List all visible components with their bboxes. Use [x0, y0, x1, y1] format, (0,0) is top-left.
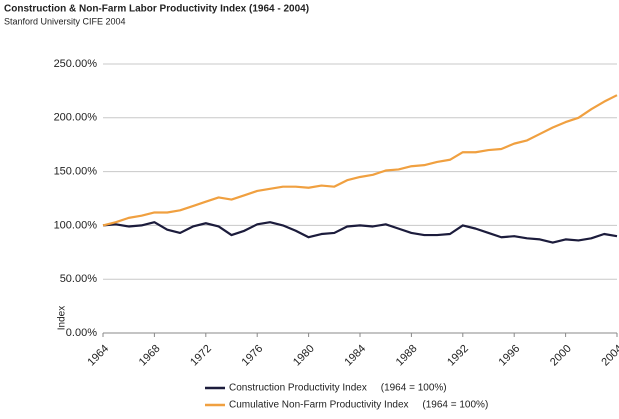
x-tick-label: 1996	[497, 343, 523, 369]
chart-subtitle: Stanford University CIFE 2004	[4, 16, 126, 26]
x-tick-label: 1968	[137, 343, 163, 369]
y-tick-label: 200.00%	[54, 112, 98, 124]
x-tick-label: 2000	[548, 343, 574, 369]
x-tick-label: 1984	[342, 343, 368, 369]
x-tick-label: 1964	[85, 343, 111, 369]
x-tick-label: 1992	[445, 343, 471, 369]
x-tick-label: 1972	[188, 343, 214, 369]
x-tick-label: 1980	[291, 343, 317, 369]
y-tick-label: 250.00%	[54, 58, 98, 70]
x-tick-label: 1976	[240, 343, 266, 369]
series-line	[102, 94, 618, 227]
chart-title: Construction & Non-Farm Labor Productivi…	[4, 4, 309, 15]
y-tick-label: 0.00%	[66, 327, 97, 339]
y-tick-label: 150.00%	[54, 166, 98, 178]
y-tick-label: 100.00%	[54, 219, 98, 231]
x-tick-label: 2004	[599, 343, 619, 369]
legend-label: Construction Productivity Index (1964 = …	[229, 383, 447, 394]
legend-label: Cumulative Non-Farm Productivity Index (…	[229, 400, 488, 411]
series-line	[102, 221, 618, 244]
x-tick-label: 1988	[394, 343, 420, 369]
y-tick-label: 50.00%	[60, 273, 98, 285]
y-axis-label: Index	[57, 306, 68, 330]
